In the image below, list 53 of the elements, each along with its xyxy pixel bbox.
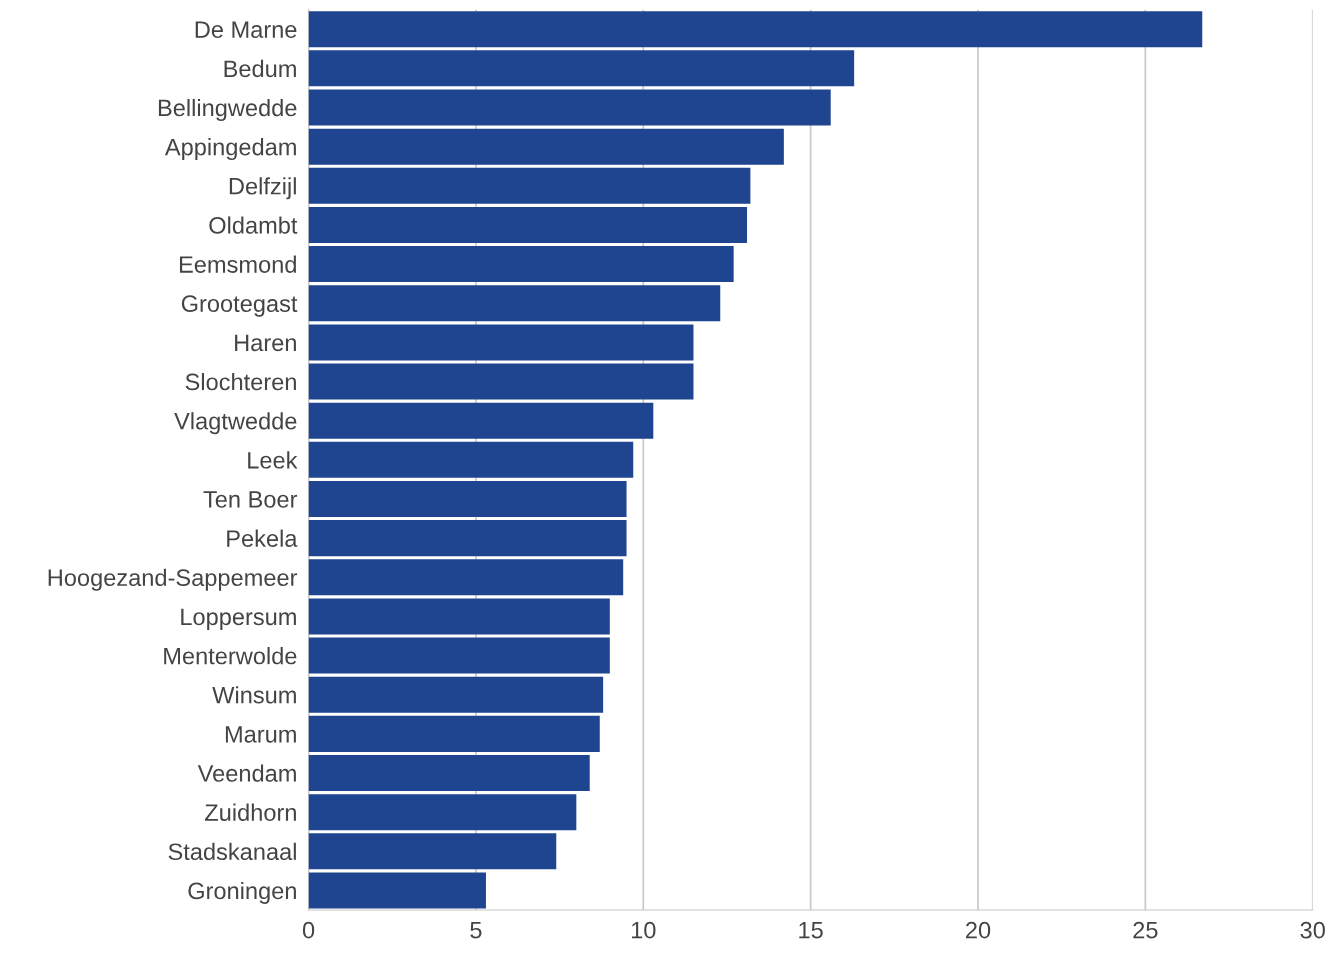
y-tick-label: Leek [248,451,298,469]
x-tick-label: 10 [631,921,656,939]
bar [308,598,610,635]
bar [308,480,627,517]
y-tick-label: Ten Boer [203,491,298,508]
y-tick-label: Stadskanaal [168,842,296,861]
y-tick-label: Slochteren [185,372,296,391]
bar [308,872,486,909]
bar [308,11,1203,48]
bar [308,324,694,361]
bar [308,206,748,243]
y-tick-label: Bellingwedde [158,98,297,121]
y-tick-label: Eemsmond [179,255,296,273]
bar [308,559,624,596]
x-tick-label: 20 [966,921,991,939]
bar [308,715,600,752]
bar [308,50,855,87]
bar [308,833,557,870]
x-tick-label: 5 [470,922,482,939]
y-tick-label: Hoogezand-Sappemeer [48,568,298,591]
bar [308,89,831,126]
y-tick-label: Delfzijl [229,177,296,200]
x-tick-label: 15 [799,922,823,939]
y-tick-label: Winsum [212,686,296,704]
bar [308,676,604,713]
bar [308,363,694,400]
x-tick-label: 25 [1133,921,1158,939]
x-tick-label: 0 [302,921,315,939]
x-tick-label: 30 [1300,921,1325,939]
bar [308,128,784,165]
y-tick-label: Groningen [188,881,296,904]
bar [308,285,721,322]
y-tick-label: Bedum [224,59,296,78]
y-tick-label: Appingedam [164,138,296,161]
y-tick-label: Zuidhorn [205,803,296,821]
bar [308,402,654,439]
y-tick-label: Marum [225,726,296,743]
y-tick-label: Grootegast [181,295,298,317]
y-tick-label: Oldambt [209,216,298,234]
y-tick-label: Haren [235,334,296,352]
bar [308,441,634,478]
y-tick-label: Veendam [197,764,296,782]
y-tick-label: De Marne [195,21,297,38]
bar [308,246,734,283]
y-tick-label: Menterwolde [164,647,297,665]
bar [308,637,610,674]
y-tick-label: Pekela [227,529,298,547]
y-tick-label: Loppersum [181,608,296,630]
bar [308,794,577,831]
y-tick-label: Vlagtwedde [174,412,297,435]
bar [308,167,751,204]
bar [308,755,590,792]
bar [308,520,627,557]
